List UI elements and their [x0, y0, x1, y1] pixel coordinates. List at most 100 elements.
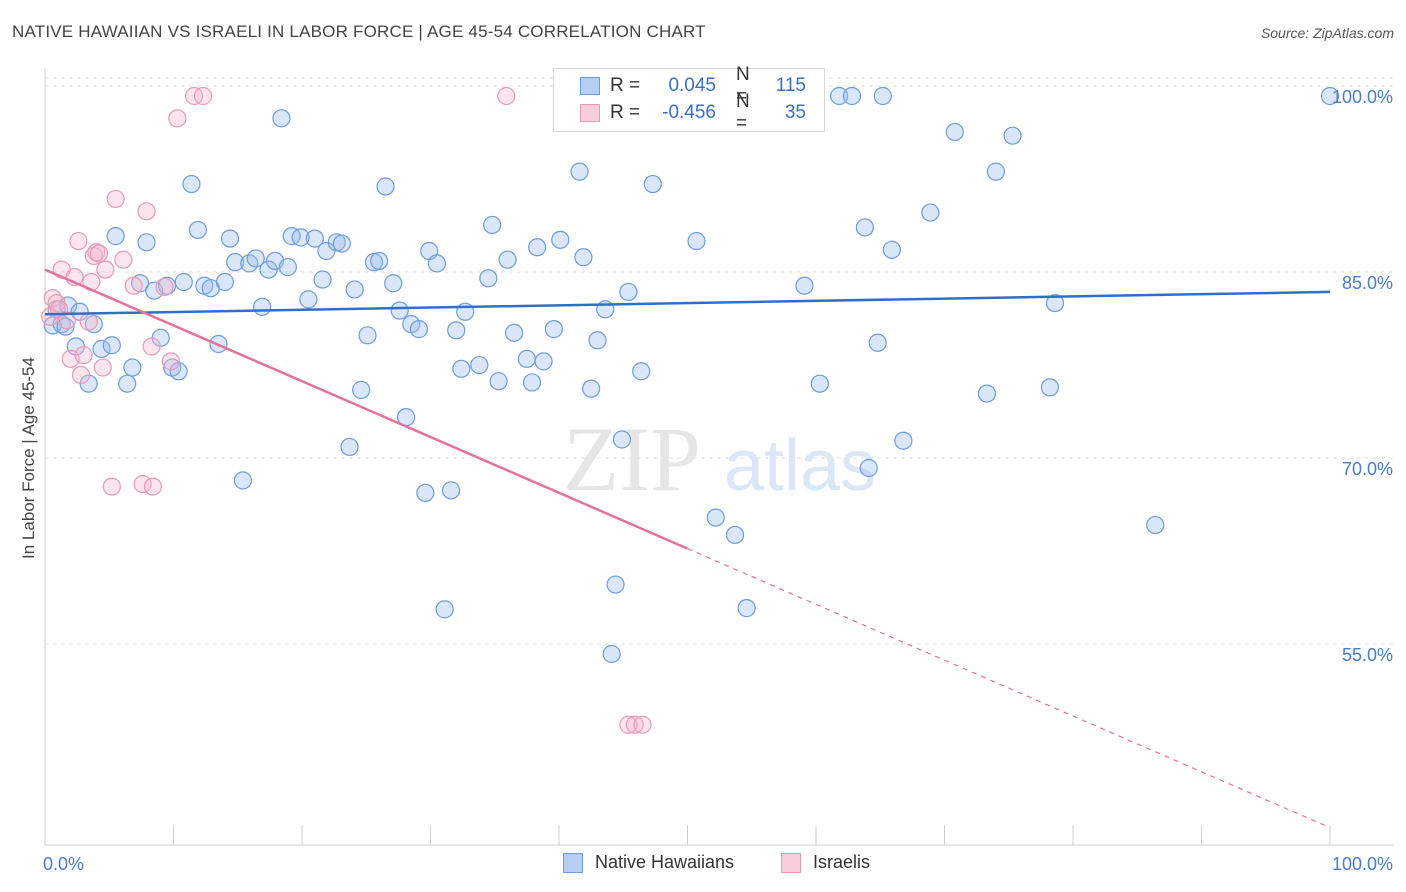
point-native-hawaiian: [416, 483, 435, 502]
legend-r-value: 0.045: [668, 75, 716, 96]
point-israeli: [143, 477, 163, 496]
point-native-hawaiian: [299, 290, 318, 309]
legend-item-native-hawaiians[interactable]: Native Hawaiians: [563, 852, 734, 873]
stats-legend: R = 0.045 N = 115 R = -0.456 N = 35: [553, 64, 825, 134]
point-native-hawaiian: [855, 218, 874, 237]
point-native-hawaiian: [706, 508, 725, 527]
point-native-hawaiian: [612, 430, 632, 449]
point-native-hawaiian: [795, 276, 814, 295]
legend-n-value: 35: [784, 102, 806, 123]
point-israeli: [57, 311, 76, 330]
point-native-hawaiian: [220, 229, 240, 248]
legend-n-label: N =: [736, 64, 750, 107]
point-native-hawaiian: [619, 282, 638, 302]
point-native-hawaiian: [544, 320, 563, 339]
point-native-hawaiian: [215, 272, 234, 292]
point-native-hawaiian: [470, 355, 489, 375]
point-native-hawaiian: [313, 270, 332, 289]
point-native-hawaiian: [882, 240, 901, 259]
point-native-hawaiian: [390, 301, 409, 320]
watermark-zip: ZIP: [563, 408, 701, 510]
point-israeli: [625, 715, 644, 734]
point-native-hawaiian: [102, 336, 121, 355]
point-native-hawaiian: [582, 379, 601, 398]
point-native-hawaiian: [123, 358, 142, 377]
point-native-hawaiian: [441, 481, 461, 500]
point-native-hawaiian: [643, 174, 662, 194]
legend-item-israelis[interactable]: Israelis: [781, 852, 870, 873]
x-tick-label: 0.0%: [43, 854, 84, 874]
point-native-hawaiian: [246, 249, 265, 268]
point-native-hawaiian: [253, 297, 272, 316]
point-native-hawaiian: [483, 215, 502, 235]
tick-labels: 55.0% 70.0% 85.0% 100.0% 0.0% 100.0% In Labor …: [19, 87, 1393, 874]
legend-r-value: -0.456: [662, 102, 716, 123]
point-native-hawaiian: [106, 227, 125, 246]
point-native-hawaiian: [522, 373, 542, 392]
point-native-hawaiian: [737, 599, 756, 618]
point-native-hawaiian: [452, 359, 471, 378]
legend-swatch-blue: [580, 77, 600, 95]
point-israeli: [142, 337, 161, 356]
point-native-hawaiian: [588, 331, 607, 350]
point-native-hawaiian: [570, 162, 589, 181]
point-israeli: [114, 250, 133, 269]
point-native-hawaiian: [606, 575, 625, 594]
point-native-hawaiian: [810, 374, 829, 393]
point-native-hawaiian: [182, 174, 201, 194]
point-israeli: [74, 346, 93, 365]
watermark: ZIP atlas: [563, 408, 876, 510]
gridlines: [45, 77, 1393, 645]
point-israeli: [93, 358, 112, 377]
trend-line-israelis-extrapolated: [687, 548, 1331, 829]
point-native-hawaiian: [479, 269, 498, 288]
point-native-hawaiian: [498, 250, 517, 269]
point-native-hawaiian: [534, 352, 553, 371]
point-israeli: [79, 312, 98, 331]
point-native-hawaiian: [118, 374, 137, 393]
source-label: Source: ZipAtlas.com: [1260, 25, 1394, 41]
point-native-hawaiian: [345, 280, 364, 299]
point-native-hawaiian: [977, 384, 997, 403]
point-native-hawaiian: [873, 86, 892, 106]
point-native-hawaiian: [602, 644, 621, 664]
x-tick-label: 100.0%: [1332, 854, 1393, 874]
legend-label-native-hawaiians: Native Hawaiians: [595, 852, 735, 872]
y-tick-label: 100.0%: [1332, 87, 1393, 107]
point-israeli: [168, 109, 187, 128]
point-israeli: [106, 189, 125, 209]
axes: [44, 68, 1393, 846]
point-native-hawaiian: [504, 323, 524, 342]
point-native-hawaiian: [1146, 515, 1165, 535]
point-israeli: [102, 477, 121, 496]
y-tick-label: 70.0%: [1342, 459, 1393, 479]
point-israeli: [155, 277, 174, 297]
watermark-atlas: atlas: [724, 426, 876, 506]
point-native-hawaiian: [574, 248, 593, 267]
point-native-hawaiian: [986, 162, 1006, 181]
point-native-hawaiian: [272, 109, 291, 128]
point-native-hawaiian: [305, 229, 324, 248]
legend-row-israelis: R = -0.456 N = 35: [554, 91, 806, 134]
legend-label-israelis: Israelis: [813, 852, 871, 872]
point-native-hawaiian: [1003, 126, 1022, 145]
point-native-hawaiian: [92, 339, 111, 359]
trend-line-israelis: [44, 268, 688, 550]
point-native-hawaiian: [1040, 378, 1059, 397]
point-israeli: [71, 365, 91, 385]
point-native-hawaiian: [384, 274, 403, 293]
point-native-hawaiian: [376, 177, 395, 196]
point-native-hawaiian: [137, 233, 156, 252]
legend-swatch-pink: [781, 852, 801, 873]
point-native-hawaiian: [725, 525, 745, 545]
point-native-hawaiian: [226, 253, 245, 272]
point-native-hawaiian: [370, 251, 389, 271]
point-native-hawaiian: [233, 471, 252, 490]
point-native-hawaiian: [56, 317, 75, 336]
point-native-hawaiian: [868, 333, 887, 352]
point-native-hawaiian: [528, 238, 547, 257]
legend-row-native-hawaiians: R = 0.045 N = 115: [554, 64, 806, 107]
point-native-hawaiian: [1045, 293, 1065, 313]
point-native-hawaiian: [894, 431, 913, 450]
